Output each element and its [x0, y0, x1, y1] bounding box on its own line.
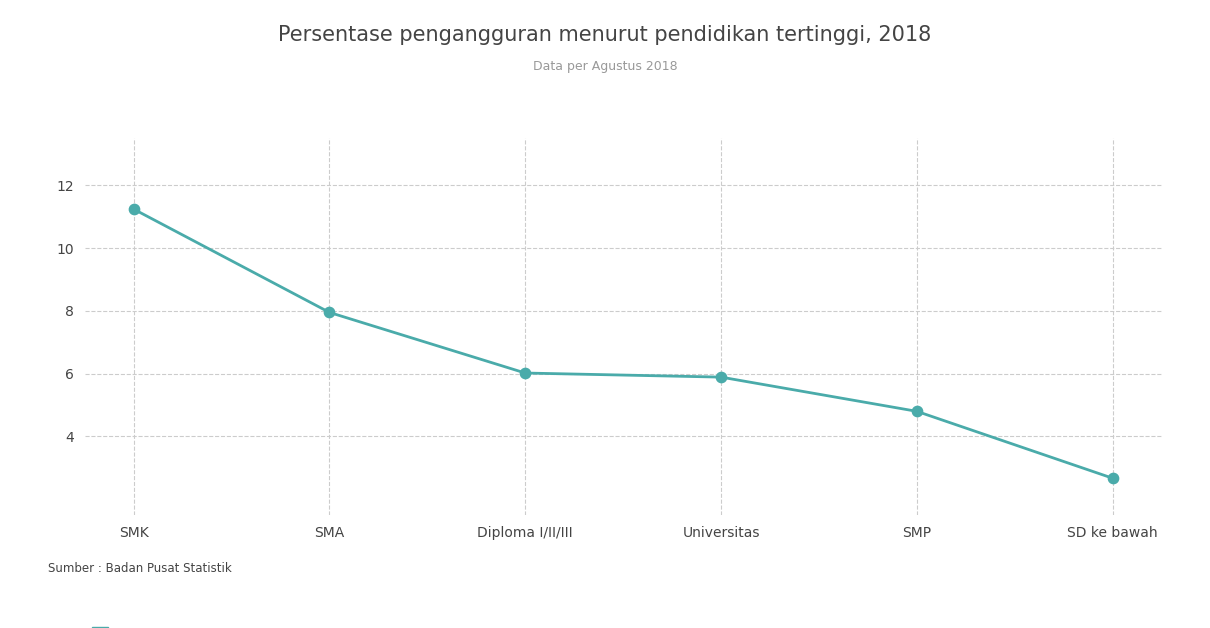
- Point: [908, 406, 927, 416]
- Point: [319, 307, 339, 317]
- Point: [1104, 474, 1123, 484]
- Text: Persentase pengangguran menurut pendidikan tertinggi, 2018: Persentase pengangguran menurut pendidik…: [278, 25, 932, 45]
- Point: [515, 368, 535, 378]
- Text: Sumber : Badan Pusat Statistik: Sumber : Badan Pusat Statistik: [48, 561, 232, 575]
- Text: Data per Agustus 2018: Data per Agustus 2018: [532, 60, 678, 73]
- Point: [711, 372, 731, 382]
- Point: [123, 204, 143, 214]
